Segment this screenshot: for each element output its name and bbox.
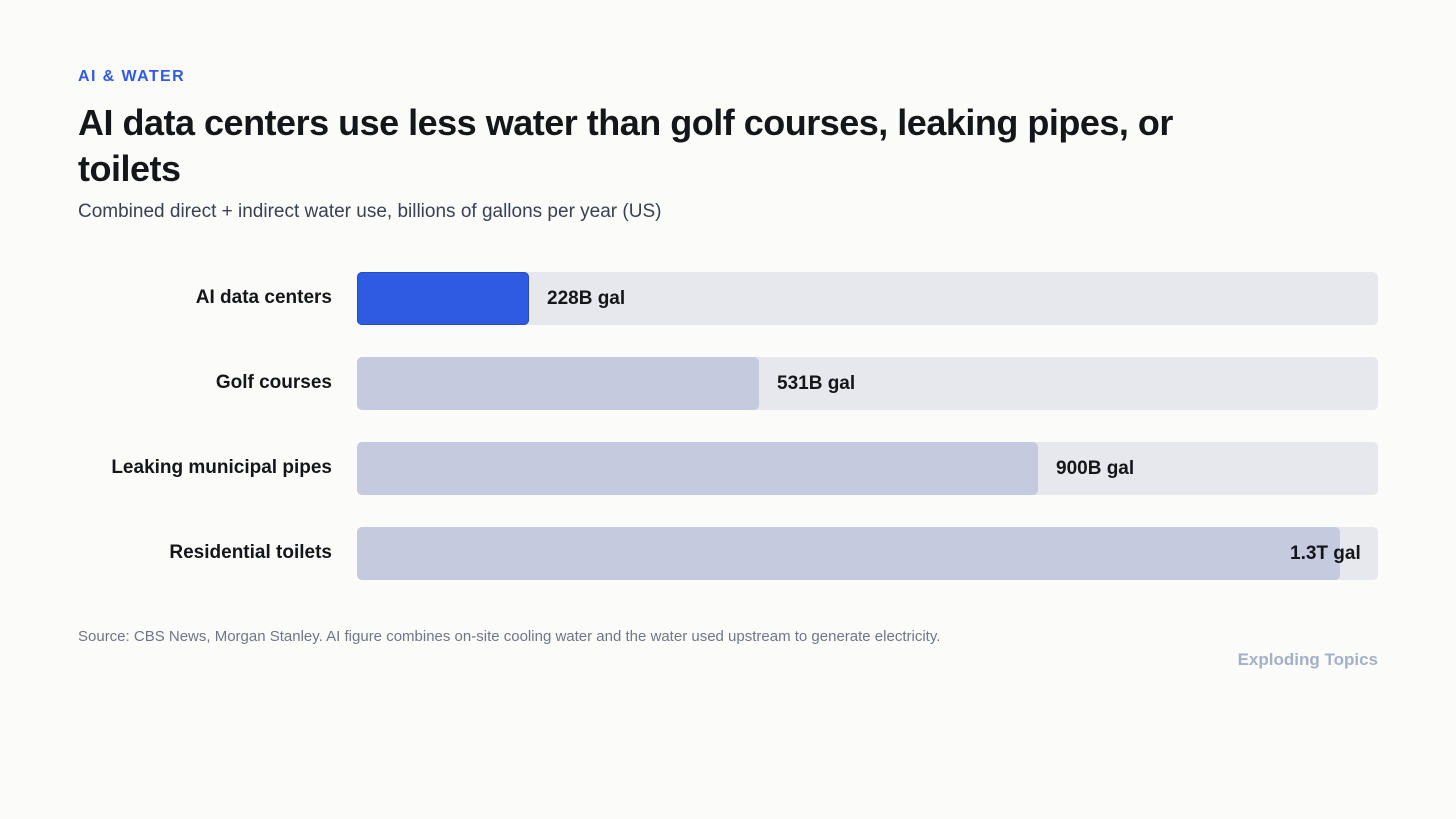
- bar-track: 1.3T gal: [357, 527, 1378, 580]
- bar-track: 900B gal: [357, 442, 1378, 495]
- source-note: Source: CBS News, Morgan Stanley. AI fig…: [78, 628, 941, 645]
- bar-track: 531B gal: [357, 357, 1378, 410]
- bar: [357, 272, 529, 325]
- eyebrow-label: AI & WATER: [78, 68, 186, 85]
- value-label: 228B gal: [547, 288, 626, 309]
- bar-track: 228B gal: [357, 272, 1378, 325]
- chart-title: AI data centers use less water than golf…: [78, 102, 1173, 189]
- bar: [357, 442, 1038, 495]
- value-label: 900B gal: [1056, 458, 1135, 479]
- value-label: 1.3T gal: [1290, 543, 1361, 564]
- category-label: AI data centers: [195, 287, 332, 308]
- category-label: Leaking municipal pipes: [111, 457, 332, 478]
- bar: [357, 357, 759, 410]
- category-label: Residential toilets: [169, 542, 332, 563]
- value-label: 531B gal: [777, 373, 856, 394]
- brand-logo-text: Exploding Topics: [1237, 650, 1378, 669]
- category-label: Golf courses: [215, 372, 332, 393]
- bar: [357, 527, 1340, 580]
- chart-subtitle: Combined direct + indirect water use, bi…: [78, 201, 662, 222]
